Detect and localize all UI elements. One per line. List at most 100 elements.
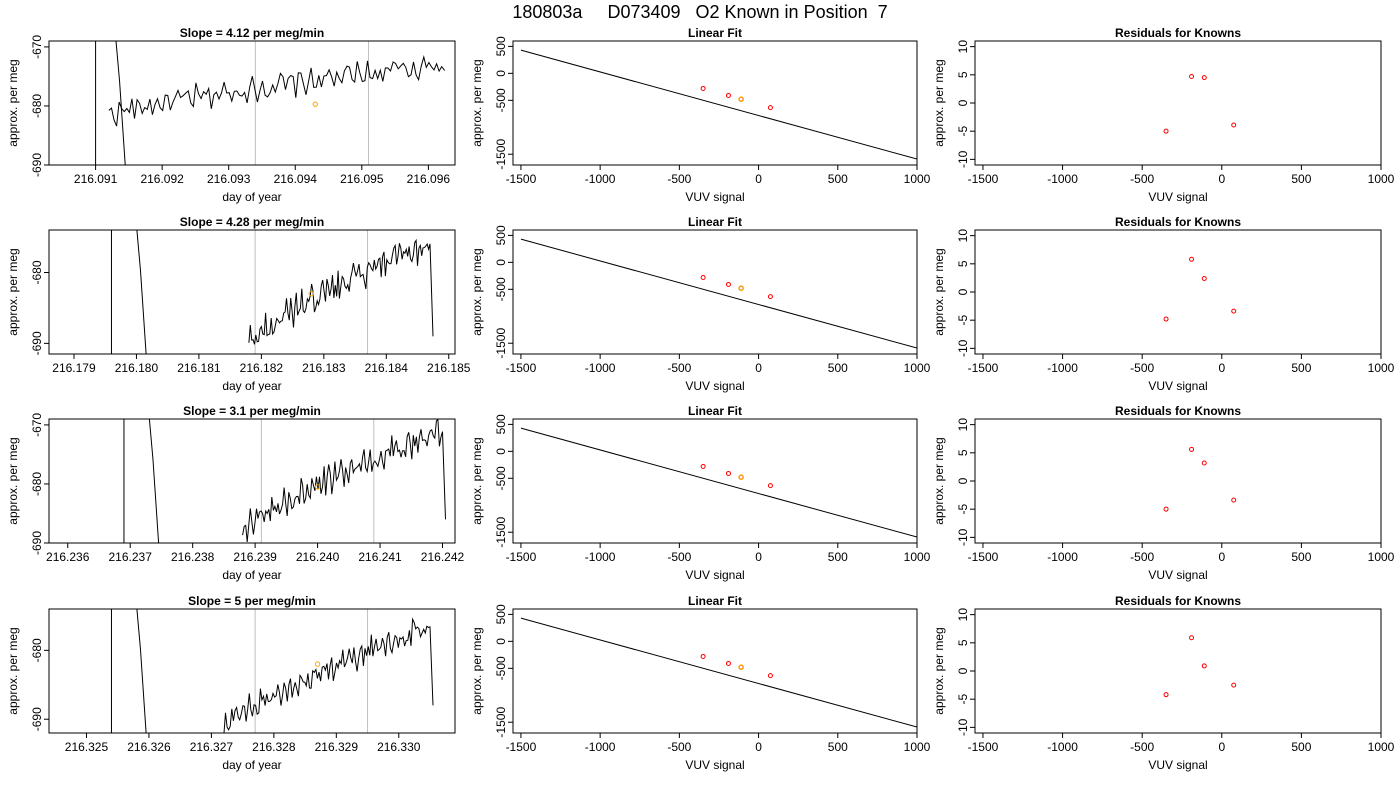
x-axis-label: VUV signal xyxy=(1148,379,1207,393)
y-axis-label: approx. per meg xyxy=(932,248,946,335)
series-line xyxy=(108,55,446,127)
x-tick-label: 1000 xyxy=(904,740,931,754)
y-tick-label: 5 xyxy=(956,71,970,78)
y-tick-label: -500 xyxy=(494,466,508,490)
fit-line xyxy=(520,427,917,538)
x-tick-label: 216.329 xyxy=(315,740,359,754)
y-axis-label: approx. per meg xyxy=(6,248,20,335)
x-axis-label: VUV signal xyxy=(685,190,744,204)
chart-panel-3: Residuals for Knowns -1500 -1000 -500 0 500 10… xyxy=(932,26,1395,204)
y-tick-label: -1500 xyxy=(494,707,508,738)
x-tick-label: 0 xyxy=(1218,740,1225,754)
x-tick-label: -1000 xyxy=(585,172,616,186)
plot-area xyxy=(1163,256,1237,322)
x-tick-label: -1000 xyxy=(1047,740,1078,754)
x-tick-label: -1500 xyxy=(506,361,537,375)
plot-frame xyxy=(48,418,456,544)
data-point-highlight xyxy=(314,661,321,667)
plot-area xyxy=(520,427,917,538)
chart-title: Linear Fit xyxy=(688,594,742,608)
x-tick-label: 216.091 xyxy=(74,172,118,186)
data-point xyxy=(1231,308,1237,314)
x-tick-label: 0 xyxy=(1218,172,1225,186)
y-tick-label: 500 xyxy=(494,414,508,434)
y-tick-label: 10 xyxy=(956,40,970,54)
chart-panel-5: Linear Fit -1500 -1000 -500 0 500 1000 -1500 -50… xyxy=(470,215,931,393)
x-tick-label: 216.325 xyxy=(65,740,109,754)
plot-frame xyxy=(512,40,918,166)
y-axis-label: approx. per meg xyxy=(470,59,484,146)
x-tick-label: 216.239 xyxy=(233,550,277,564)
y-tick-label: -670 xyxy=(30,413,44,437)
y-tick-label: 0 xyxy=(956,288,970,295)
data-point xyxy=(1231,682,1237,688)
x-axis-label: day of year xyxy=(222,190,281,204)
x-tick-label: 0 xyxy=(755,740,762,754)
y-tick-label: -670 xyxy=(30,35,44,59)
x-tick-label: 216.095 xyxy=(340,172,384,186)
plot-area xyxy=(520,238,917,349)
y-tick-label: 0 xyxy=(956,477,970,484)
plot-area xyxy=(1163,446,1237,512)
series-spike xyxy=(148,419,160,543)
x-axis-label: day of year xyxy=(222,758,281,772)
data-point xyxy=(725,281,731,287)
y-tick-label: -500 xyxy=(494,88,508,112)
x-tick-label: 216.240 xyxy=(296,550,340,564)
x-tick-label: 216.179 xyxy=(52,361,96,375)
plot-area xyxy=(95,41,446,165)
data-point xyxy=(1189,256,1195,262)
data-point-highlight xyxy=(738,474,744,481)
x-tick-label: 1000 xyxy=(1368,361,1395,375)
y-tick-label: -5 xyxy=(956,126,970,137)
data-point xyxy=(1189,74,1195,80)
chart-panel-9: Residuals for Knowns -1500 -1000 -500 0 500 10… xyxy=(932,404,1395,582)
data-point xyxy=(725,92,731,98)
y-tick-label: 5 xyxy=(956,639,970,646)
x-tick-label: 0 xyxy=(755,550,762,564)
chart-panel-4: Slope = 4.28 per meg/min 216.179 216.180 21… xyxy=(6,215,471,393)
chart-title: Linear Fit xyxy=(688,26,742,40)
chart-panel-11: Linear Fit -1500 -1000 -500 0 500 1000 -1500 -50… xyxy=(470,594,931,772)
x-tick-label: 500 xyxy=(828,361,848,375)
fit-line xyxy=(520,238,917,349)
data-point xyxy=(1163,692,1169,698)
data-point xyxy=(1231,497,1237,503)
y-axis-label: approx. per meg xyxy=(470,437,484,524)
x-tick-label: -1000 xyxy=(585,550,616,564)
y-tick-label: 0 xyxy=(494,259,508,266)
data-point xyxy=(725,660,731,666)
x-tick-label: 0 xyxy=(755,361,762,375)
data-point xyxy=(1201,275,1207,281)
y-tick-label: -680 xyxy=(30,94,44,118)
y-axis-label: approx. per meg xyxy=(6,437,20,524)
data-point-highlight xyxy=(312,101,318,107)
chart-panel-12: Residuals for Knowns -1500 -1000 -500 0 500 10… xyxy=(932,594,1395,772)
x-tick-label: -1000 xyxy=(1047,361,1078,375)
y-tick-label: -1500 xyxy=(494,139,508,170)
plot-frame xyxy=(512,608,918,734)
y-tick-label: -680 xyxy=(30,472,44,496)
x-tick-label: -500 xyxy=(667,550,691,564)
plot-frame xyxy=(974,229,1382,355)
chart-title: Slope = 3.1 per meg/min xyxy=(183,404,321,418)
plot-frame xyxy=(512,418,918,544)
chart-title: Residuals for Knowns xyxy=(1115,215,1241,229)
y-tick-label: 0 xyxy=(494,448,508,455)
data-point xyxy=(1163,316,1169,322)
data-point xyxy=(1201,663,1207,669)
x-tick-label: 0 xyxy=(755,172,762,186)
y-tick-label: -5 xyxy=(956,315,970,326)
x-tick-label: 1000 xyxy=(904,361,931,375)
y-tick-label: -10 xyxy=(956,150,970,168)
x-axis-label: VUV signal xyxy=(685,568,744,582)
series-line xyxy=(242,419,446,543)
x-tick-label: 1000 xyxy=(1368,740,1395,754)
data-point xyxy=(1189,446,1195,452)
x-tick-label: 500 xyxy=(1291,361,1311,375)
chart-title: Slope = 4.12 per meg/min xyxy=(180,26,324,40)
x-axis-label: VUV signal xyxy=(1148,758,1207,772)
y-tick-label: -690 xyxy=(30,707,44,731)
x-tick-label: 1000 xyxy=(904,550,931,564)
y-tick-label: 500 xyxy=(494,604,508,624)
